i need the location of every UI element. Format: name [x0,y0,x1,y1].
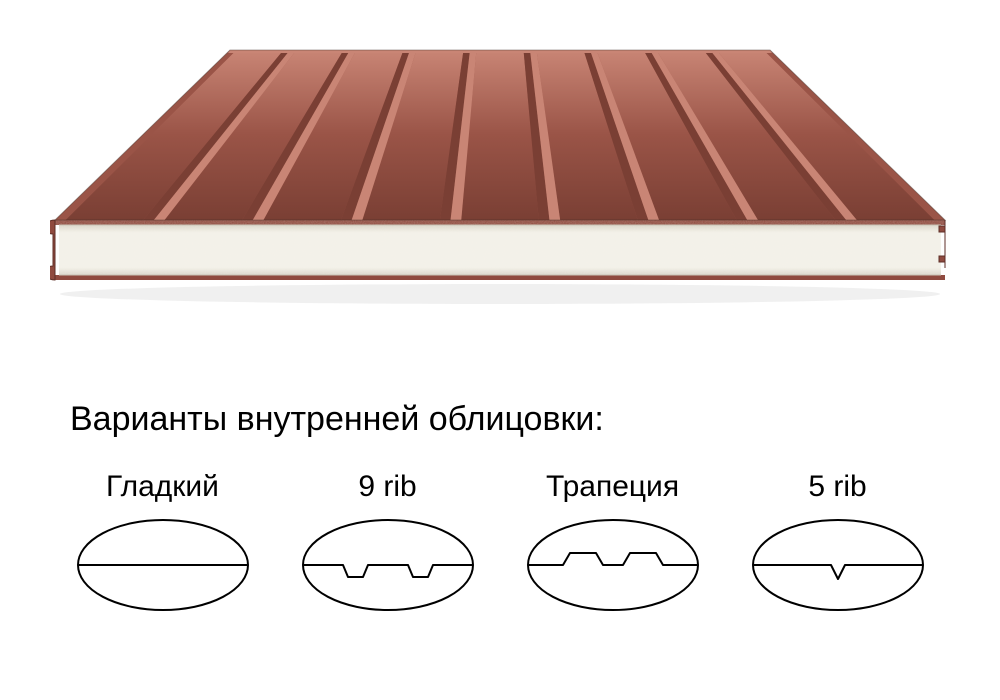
section-title: Варианты внутренней облицовки: [70,400,604,439]
profile-option-rib9: 9 rib [283,470,493,620]
profile-option-trapezoid: Трапеция [508,470,718,620]
profile-label: 9 rib [358,470,416,504]
profile-option-flat: Гладкий [58,470,268,620]
profile-option-rib5: 5 rib [733,470,943,620]
profile-icon-rib9 [293,510,483,620]
profile-options-row: Гладкий 9 rib Трапеция 5 rib [50,470,950,650]
panel-svg [50,30,950,330]
profile-label: 5 rib [808,470,866,504]
panel-3d-render [50,30,950,330]
profile-icon-flat [68,510,258,620]
infographic-root: Варианты внутренней облицовки: Гладкий 9 … [0,0,1000,700]
profile-icon-trapezoid [518,510,708,620]
profile-label: Трапеция [546,470,679,504]
profile-icon-rib5 [743,510,933,620]
profile-label: Гладкий [106,470,219,504]
